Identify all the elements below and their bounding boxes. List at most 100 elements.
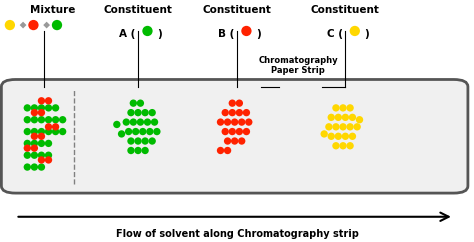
- Point: [45, 118, 52, 122]
- Point: [339, 125, 347, 129]
- Point: [37, 118, 45, 122]
- Point: [45, 142, 52, 145]
- Point: [53, 23, 61, 27]
- Text: ): ): [157, 29, 162, 39]
- Text: C (: C (: [327, 29, 343, 39]
- Text: Mixture: Mixture: [30, 5, 75, 15]
- Point: [335, 134, 342, 138]
- Point: [45, 99, 52, 103]
- Point: [217, 120, 224, 124]
- Point: [59, 118, 66, 122]
- Point: [349, 115, 356, 119]
- Point: [346, 106, 354, 110]
- Point: [37, 134, 45, 138]
- Point: [24, 165, 31, 169]
- Text: B (: B (: [218, 29, 235, 39]
- Text: ): ): [364, 29, 369, 39]
- Point: [320, 132, 328, 136]
- Point: [346, 125, 354, 129]
- Text: Constituent: Constituent: [202, 5, 272, 15]
- Point: [339, 144, 347, 148]
- Point: [354, 125, 361, 129]
- Point: [122, 120, 130, 124]
- Point: [31, 111, 38, 114]
- Point: [134, 139, 142, 143]
- Point: [24, 153, 31, 157]
- Point: [118, 132, 125, 136]
- Point: [6, 23, 14, 27]
- Point: [328, 115, 335, 119]
- Point: [356, 118, 363, 122]
- Point: [31, 130, 38, 134]
- Point: [342, 115, 349, 119]
- Point: [45, 125, 52, 129]
- Point: [45, 153, 52, 157]
- Point: [125, 130, 132, 134]
- FancyBboxPatch shape: [1, 79, 468, 193]
- Point: [245, 120, 253, 124]
- Point: [146, 130, 154, 134]
- Point: [243, 130, 250, 134]
- Text: ): ): [256, 29, 261, 39]
- Point: [24, 146, 31, 150]
- Point: [31, 142, 38, 145]
- Point: [325, 125, 333, 129]
- Point: [45, 130, 52, 134]
- Text: Constituent: Constituent: [311, 5, 380, 15]
- Point: [228, 130, 236, 134]
- Point: [31, 153, 38, 157]
- Point: [335, 115, 342, 119]
- Point: [30, 23, 37, 27]
- Point: [52, 125, 59, 129]
- Point: [141, 149, 149, 152]
- Point: [31, 146, 38, 150]
- Point: [342, 134, 349, 138]
- Point: [134, 111, 142, 114]
- Point: [52, 130, 59, 134]
- Point: [31, 165, 38, 169]
- Point: [346, 144, 354, 148]
- Point: [224, 120, 231, 124]
- Point: [129, 101, 137, 105]
- Point: [37, 165, 45, 169]
- Point: [24, 130, 31, 134]
- Point: [137, 120, 144, 124]
- Point: [52, 106, 59, 110]
- Point: [148, 111, 156, 114]
- Point: [31, 134, 38, 138]
- Point: [238, 139, 246, 143]
- Point: [349, 134, 356, 138]
- Point: [332, 125, 340, 129]
- Point: [144, 29, 151, 33]
- Point: [24, 118, 31, 122]
- Text: Constituent: Constituent: [104, 5, 173, 15]
- Point: [221, 130, 229, 134]
- Point: [59, 130, 66, 134]
- Point: [37, 153, 45, 157]
- Point: [144, 120, 151, 124]
- Point: [37, 142, 45, 145]
- Point: [238, 120, 246, 124]
- Point: [127, 149, 135, 152]
- Point: [37, 111, 45, 114]
- Point: [31, 106, 38, 110]
- Point: [243, 111, 250, 114]
- Point: [37, 106, 45, 110]
- Point: [236, 111, 243, 114]
- Point: [228, 111, 236, 114]
- Point: [139, 130, 146, 134]
- Point: [45, 106, 52, 110]
- Point: [141, 139, 149, 143]
- Point: [31, 118, 38, 122]
- Point: [127, 139, 135, 143]
- Point: [43, 23, 50, 27]
- Point: [52, 118, 59, 122]
- Point: [351, 29, 359, 33]
- Point: [328, 134, 335, 138]
- Point: [153, 130, 161, 134]
- Point: [228, 101, 236, 105]
- Point: [224, 149, 231, 152]
- Point: [224, 139, 231, 143]
- Point: [113, 122, 120, 126]
- Point: [45, 158, 52, 162]
